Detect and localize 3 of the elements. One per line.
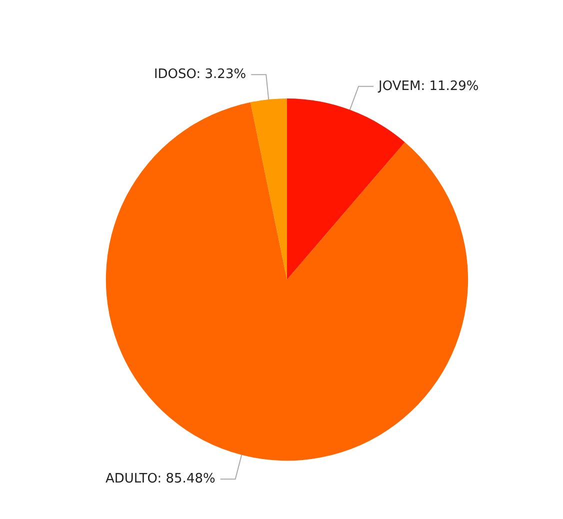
slice-label: JOVEM: 11.29% bbox=[378, 78, 479, 94]
slice-label: IDOSO: 3.23% bbox=[154, 67, 246, 82]
slice-label: ADULTO: 85.48% bbox=[105, 472, 216, 487]
